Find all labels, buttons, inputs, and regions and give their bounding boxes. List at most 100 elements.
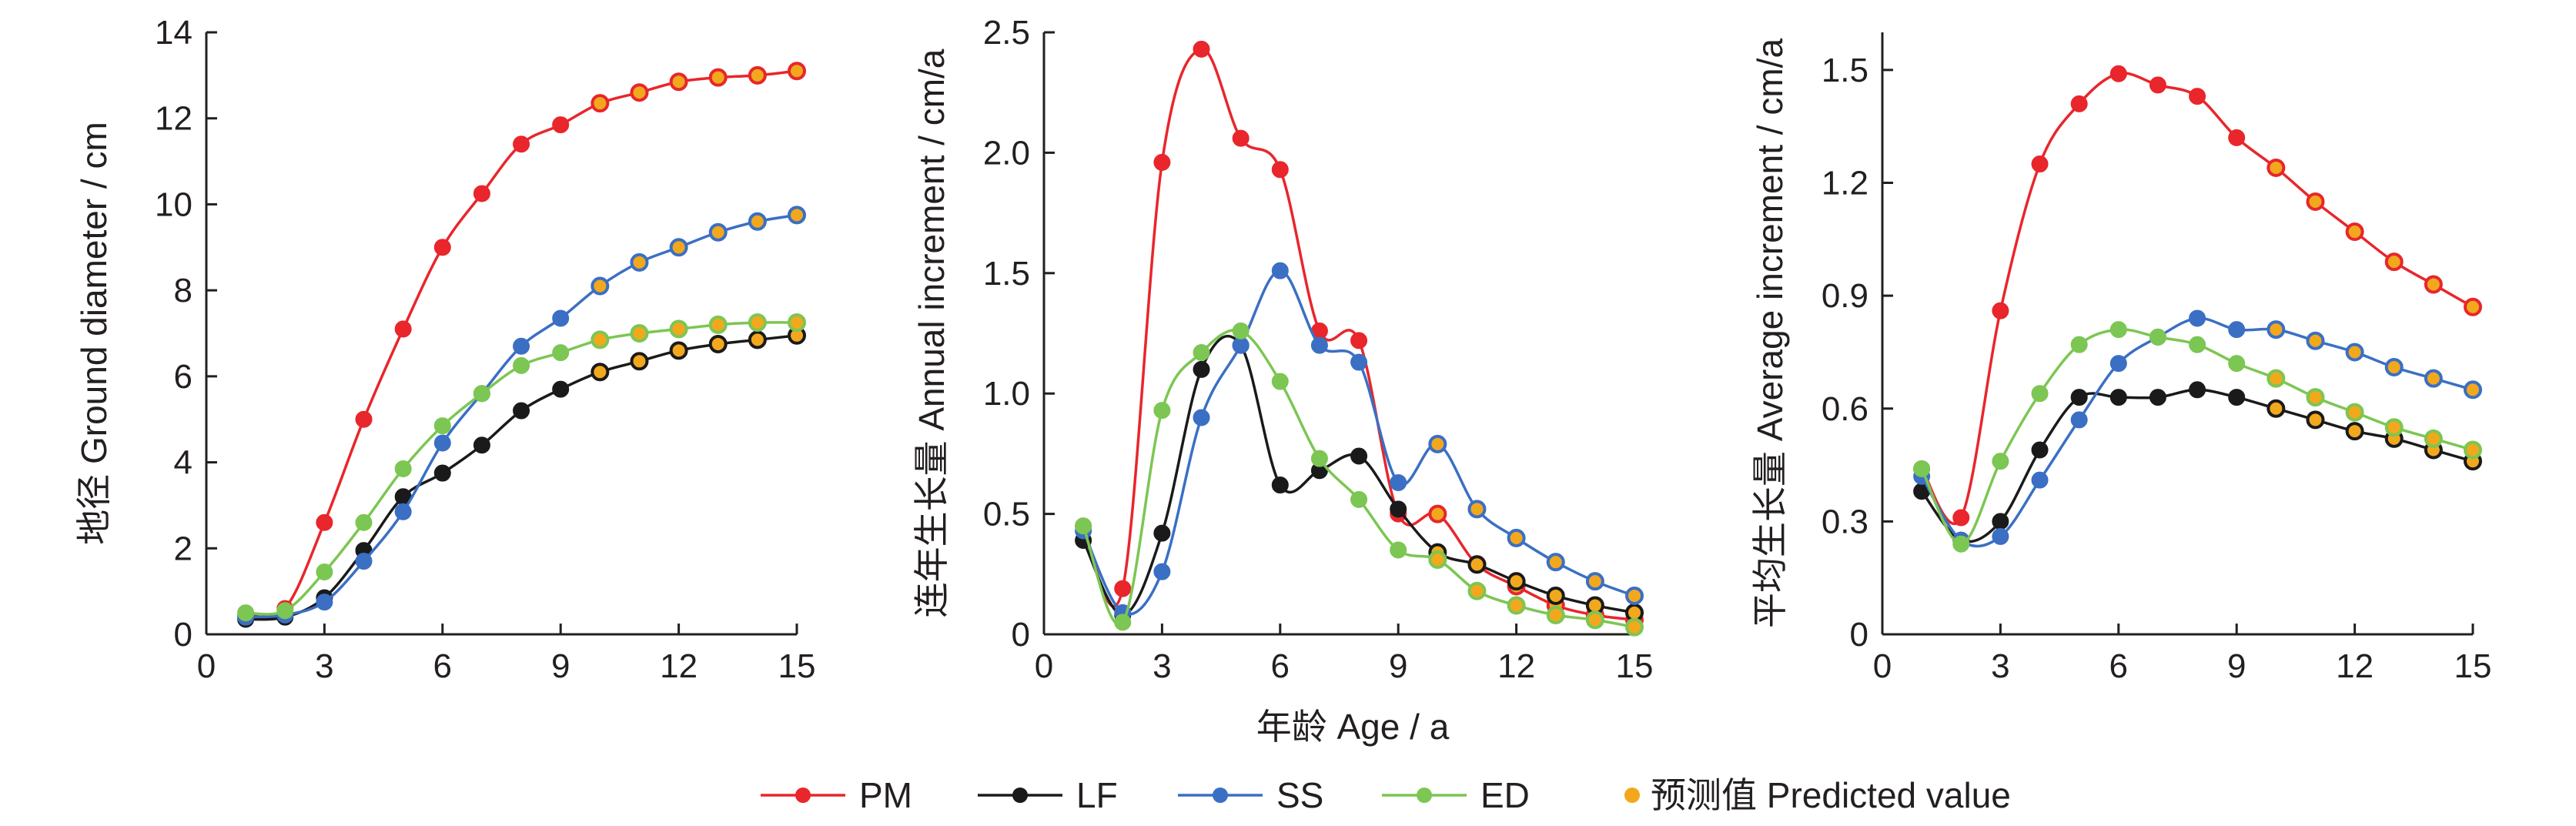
data-point-PM <box>2031 156 2049 173</box>
data-point-PM <box>1114 580 1132 597</box>
data-point-PM <box>2070 95 2088 112</box>
data-point-ED <box>1153 402 1171 420</box>
series-line-SS <box>1920 316 2474 548</box>
data-point-SS <box>316 594 333 611</box>
x-tick-label: 6 <box>2109 647 2128 685</box>
series-line-PM <box>245 69 798 619</box>
y-tick-label: 8 <box>174 272 192 309</box>
data-point-LF <box>2031 441 2049 459</box>
predicted-point-ED <box>1625 617 1644 637</box>
predicted-point-LF <box>1546 586 1565 605</box>
predicted-point-SS <box>1467 500 1487 519</box>
data-point-LF <box>2070 389 2088 406</box>
data-point-ED <box>1913 460 1931 477</box>
predicted-point-ED <box>748 313 767 333</box>
data-point-PM <box>1271 161 1289 179</box>
data-point-SS <box>2070 411 2088 429</box>
data-point-ED <box>2031 385 2049 403</box>
predicted-point-SS <box>630 252 649 272</box>
data-point-LF <box>433 464 451 482</box>
series-ED <box>237 313 806 622</box>
data-point-PM <box>2109 65 2127 82</box>
data-point-ED <box>1271 373 1289 390</box>
data-point-ED <box>2149 328 2166 346</box>
series-ED <box>1075 322 1644 637</box>
predicted-point-PM <box>630 83 649 102</box>
x-tick-label: 9 <box>551 647 570 685</box>
x-tick-label: 6 <box>1271 647 1290 685</box>
x-tick-label: 0 <box>1873 647 1892 685</box>
predicted-point-PM <box>748 65 767 85</box>
data-point-SS <box>1193 409 1210 426</box>
data-point-ED <box>1350 490 1368 508</box>
data-point-SS <box>2031 471 2049 489</box>
x-tick-label: 15 <box>2454 647 2492 685</box>
data-point-ED <box>1193 344 1210 362</box>
data-point-PM <box>2149 76 2166 94</box>
data-point-PM <box>316 513 333 531</box>
predicted-point-SS <box>2345 343 2364 362</box>
predicted-point-ED <box>1467 581 1487 600</box>
data-point-PM <box>1153 153 1171 171</box>
series-ED <box>1913 321 2482 553</box>
y-tick-label: 0 <box>1850 616 1868 654</box>
predicted-point-ED <box>2345 403 2364 422</box>
data-point-PM <box>1350 332 1368 349</box>
predicted-point-ED <box>2306 388 2325 407</box>
data-point-ED <box>513 356 530 374</box>
y-tick-label: 4 <box>174 444 192 482</box>
series-line-ED <box>246 321 798 616</box>
data-point-PM <box>1232 129 1250 147</box>
data-point-PM <box>2189 88 2206 105</box>
predicted-point-PM <box>788 62 806 81</box>
data-point-PM <box>433 239 451 256</box>
data-point-SS <box>1153 563 1171 580</box>
data-point-SS <box>1992 527 2009 545</box>
predicted-point-SS <box>590 276 610 296</box>
y-tick-label: 14 <box>155 14 192 52</box>
series-SS <box>1075 262 1644 621</box>
predicted-point-SS <box>1546 553 1565 572</box>
data-point-ED <box>1310 450 1328 467</box>
data-point-ED <box>2189 336 2206 353</box>
data-point-ED <box>2109 321 2127 339</box>
y-tick-label: 10 <box>155 186 192 223</box>
predicted-point-ED <box>2424 429 2443 448</box>
y-tick-label: 0.6 <box>1822 390 1868 428</box>
data-point-LF <box>473 436 490 454</box>
predicted-point-ED <box>2464 440 2482 460</box>
data-point-LF <box>552 380 570 398</box>
data-point-SS <box>433 434 451 452</box>
data-point-LF <box>1271 477 1289 494</box>
data-point-PM <box>473 185 490 202</box>
predicted-point-LF <box>2267 399 2286 418</box>
data-point-PM <box>552 116 570 134</box>
data-point-SS <box>1232 336 1250 354</box>
data-point-LF <box>2149 389 2166 406</box>
y-tick-label: 12 <box>155 100 192 138</box>
predicted-point-ED <box>1546 605 1565 624</box>
data-point-ED <box>473 385 490 403</box>
chart-panel-3: 0 3 6 9 12 15 0 0.3 0.6 0.9 1.2 1.5 平均生长量 Average in… <box>1750 32 2491 685</box>
legend-item-predicted: 预测值 Predicted value <box>1624 775 2011 815</box>
predicted-point-SS <box>1585 572 1604 591</box>
data-point-SS <box>2109 355 2127 373</box>
y-tick-label: 2.5 <box>983 14 1030 52</box>
data-point-ED <box>2228 355 2246 373</box>
series-line-PM <box>1082 48 1635 621</box>
legend-label: SS <box>1276 775 1323 815</box>
data-point-PM <box>355 410 373 428</box>
predicted-point-ED <box>2384 418 2404 437</box>
y-axis-label: 连年生长量 Annual increment / cm/a <box>912 48 952 617</box>
y-tick-label: 2.0 <box>983 134 1030 172</box>
chart-panel-2: 0 3 6 9 12 15 0 0.5 1.0 1.5 2.0 2.5 连年生长量 Annual inc… <box>912 14 1653 685</box>
predicted-point-SS <box>2424 369 2443 388</box>
shared-x-axis-label: 年龄 Age / a <box>1256 707 1450 747</box>
data-point-LF <box>2109 389 2127 406</box>
predicted-point-ED <box>1585 610 1604 630</box>
legend-swatch-marker <box>795 788 811 803</box>
series-line-ED <box>1920 328 2474 546</box>
y-tick-label: 1.5 <box>983 255 1030 293</box>
y-tick-label: 0.5 <box>983 496 1030 533</box>
